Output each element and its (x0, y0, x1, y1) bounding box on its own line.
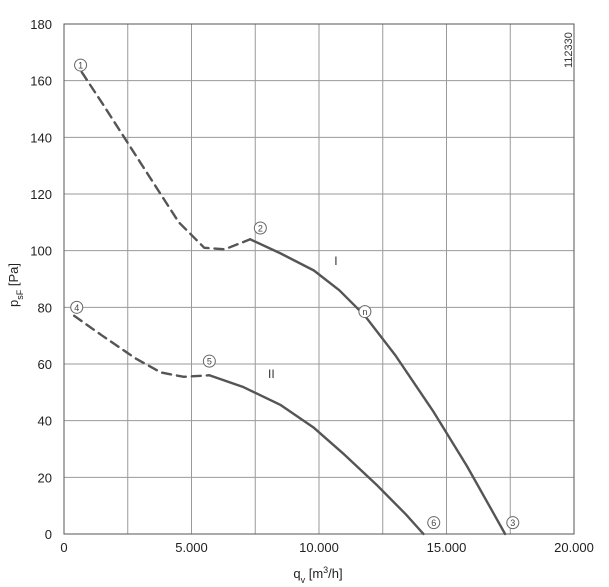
operating-point-markers: 1 2 3 4 5 6 n (70, 58, 520, 530)
series-curves (73, 71, 507, 536)
curve-labels: III (268, 254, 338, 381)
y-tick-label: 120 (30, 187, 52, 202)
marker-5: 5 (202, 354, 216, 368)
marker-3: 3 (506, 516, 520, 530)
x-tick-label: 15.000 (427, 540, 467, 555)
plot-frame (63, 23, 575, 535)
y-tick-label: 100 (30, 244, 52, 259)
marker-2: 2 (253, 221, 267, 235)
marker-label: 2 (258, 224, 263, 234)
y-tick-label: 0 (45, 527, 52, 542)
marker-circle (202, 354, 216, 368)
y-tick-label: 40 (38, 414, 52, 429)
series-line-i-solid (249, 238, 507, 536)
x-tick-label: 5.000 (175, 540, 208, 555)
curve-label: I (334, 254, 337, 268)
curve-label: II (268, 367, 275, 381)
marker-label: 6 (431, 518, 436, 528)
marker-1: 1 (74, 58, 88, 72)
y-tick-label: 160 (30, 74, 52, 89)
marker-n: n (358, 305, 372, 319)
marker-circle (506, 516, 520, 530)
marker-circle (253, 221, 267, 235)
series-line-ii-dashed (73, 314, 211, 378)
y-tick-label: 80 (38, 300, 52, 315)
marker-label: n (362, 307, 367, 317)
y-tick-label: 20 (38, 470, 52, 485)
y-tick-label: 140 (30, 130, 52, 145)
x-tick-label: 0 (60, 540, 67, 555)
y-tick-label: 60 (38, 357, 52, 372)
marker-label: 1 (78, 61, 83, 71)
marker-label: 3 (510, 518, 515, 528)
marker-circle (358, 305, 372, 319)
marker-6: 6 (427, 516, 441, 530)
y-tick-labels: 0 20 40 60 80 100 120 140 160 180 (30, 17, 52, 542)
series-line-i-dashed (80, 71, 252, 251)
marker-circle (427, 516, 441, 530)
marker-label: 4 (74, 303, 79, 313)
x-axis-label: qv [m3/h] (293, 565, 342, 585)
marker-circle (70, 300, 84, 314)
marker-label: 5 (207, 357, 212, 367)
x-tick-labels: 0 5.000 10.000 15.000 20.000 (60, 540, 594, 555)
y-axis-label: psF [Pa] (6, 263, 25, 307)
marker-4: 4 (70, 300, 84, 314)
grid (63, 23, 575, 535)
x-tick-label: 20.000 (554, 540, 594, 555)
marker-circle (74, 58, 88, 72)
series-line-ii-solid (208, 374, 425, 536)
x-tick-label: 10.000 (299, 540, 339, 555)
figure-id: 112330 (563, 32, 575, 68)
y-tick-label: 180 (30, 17, 52, 32)
